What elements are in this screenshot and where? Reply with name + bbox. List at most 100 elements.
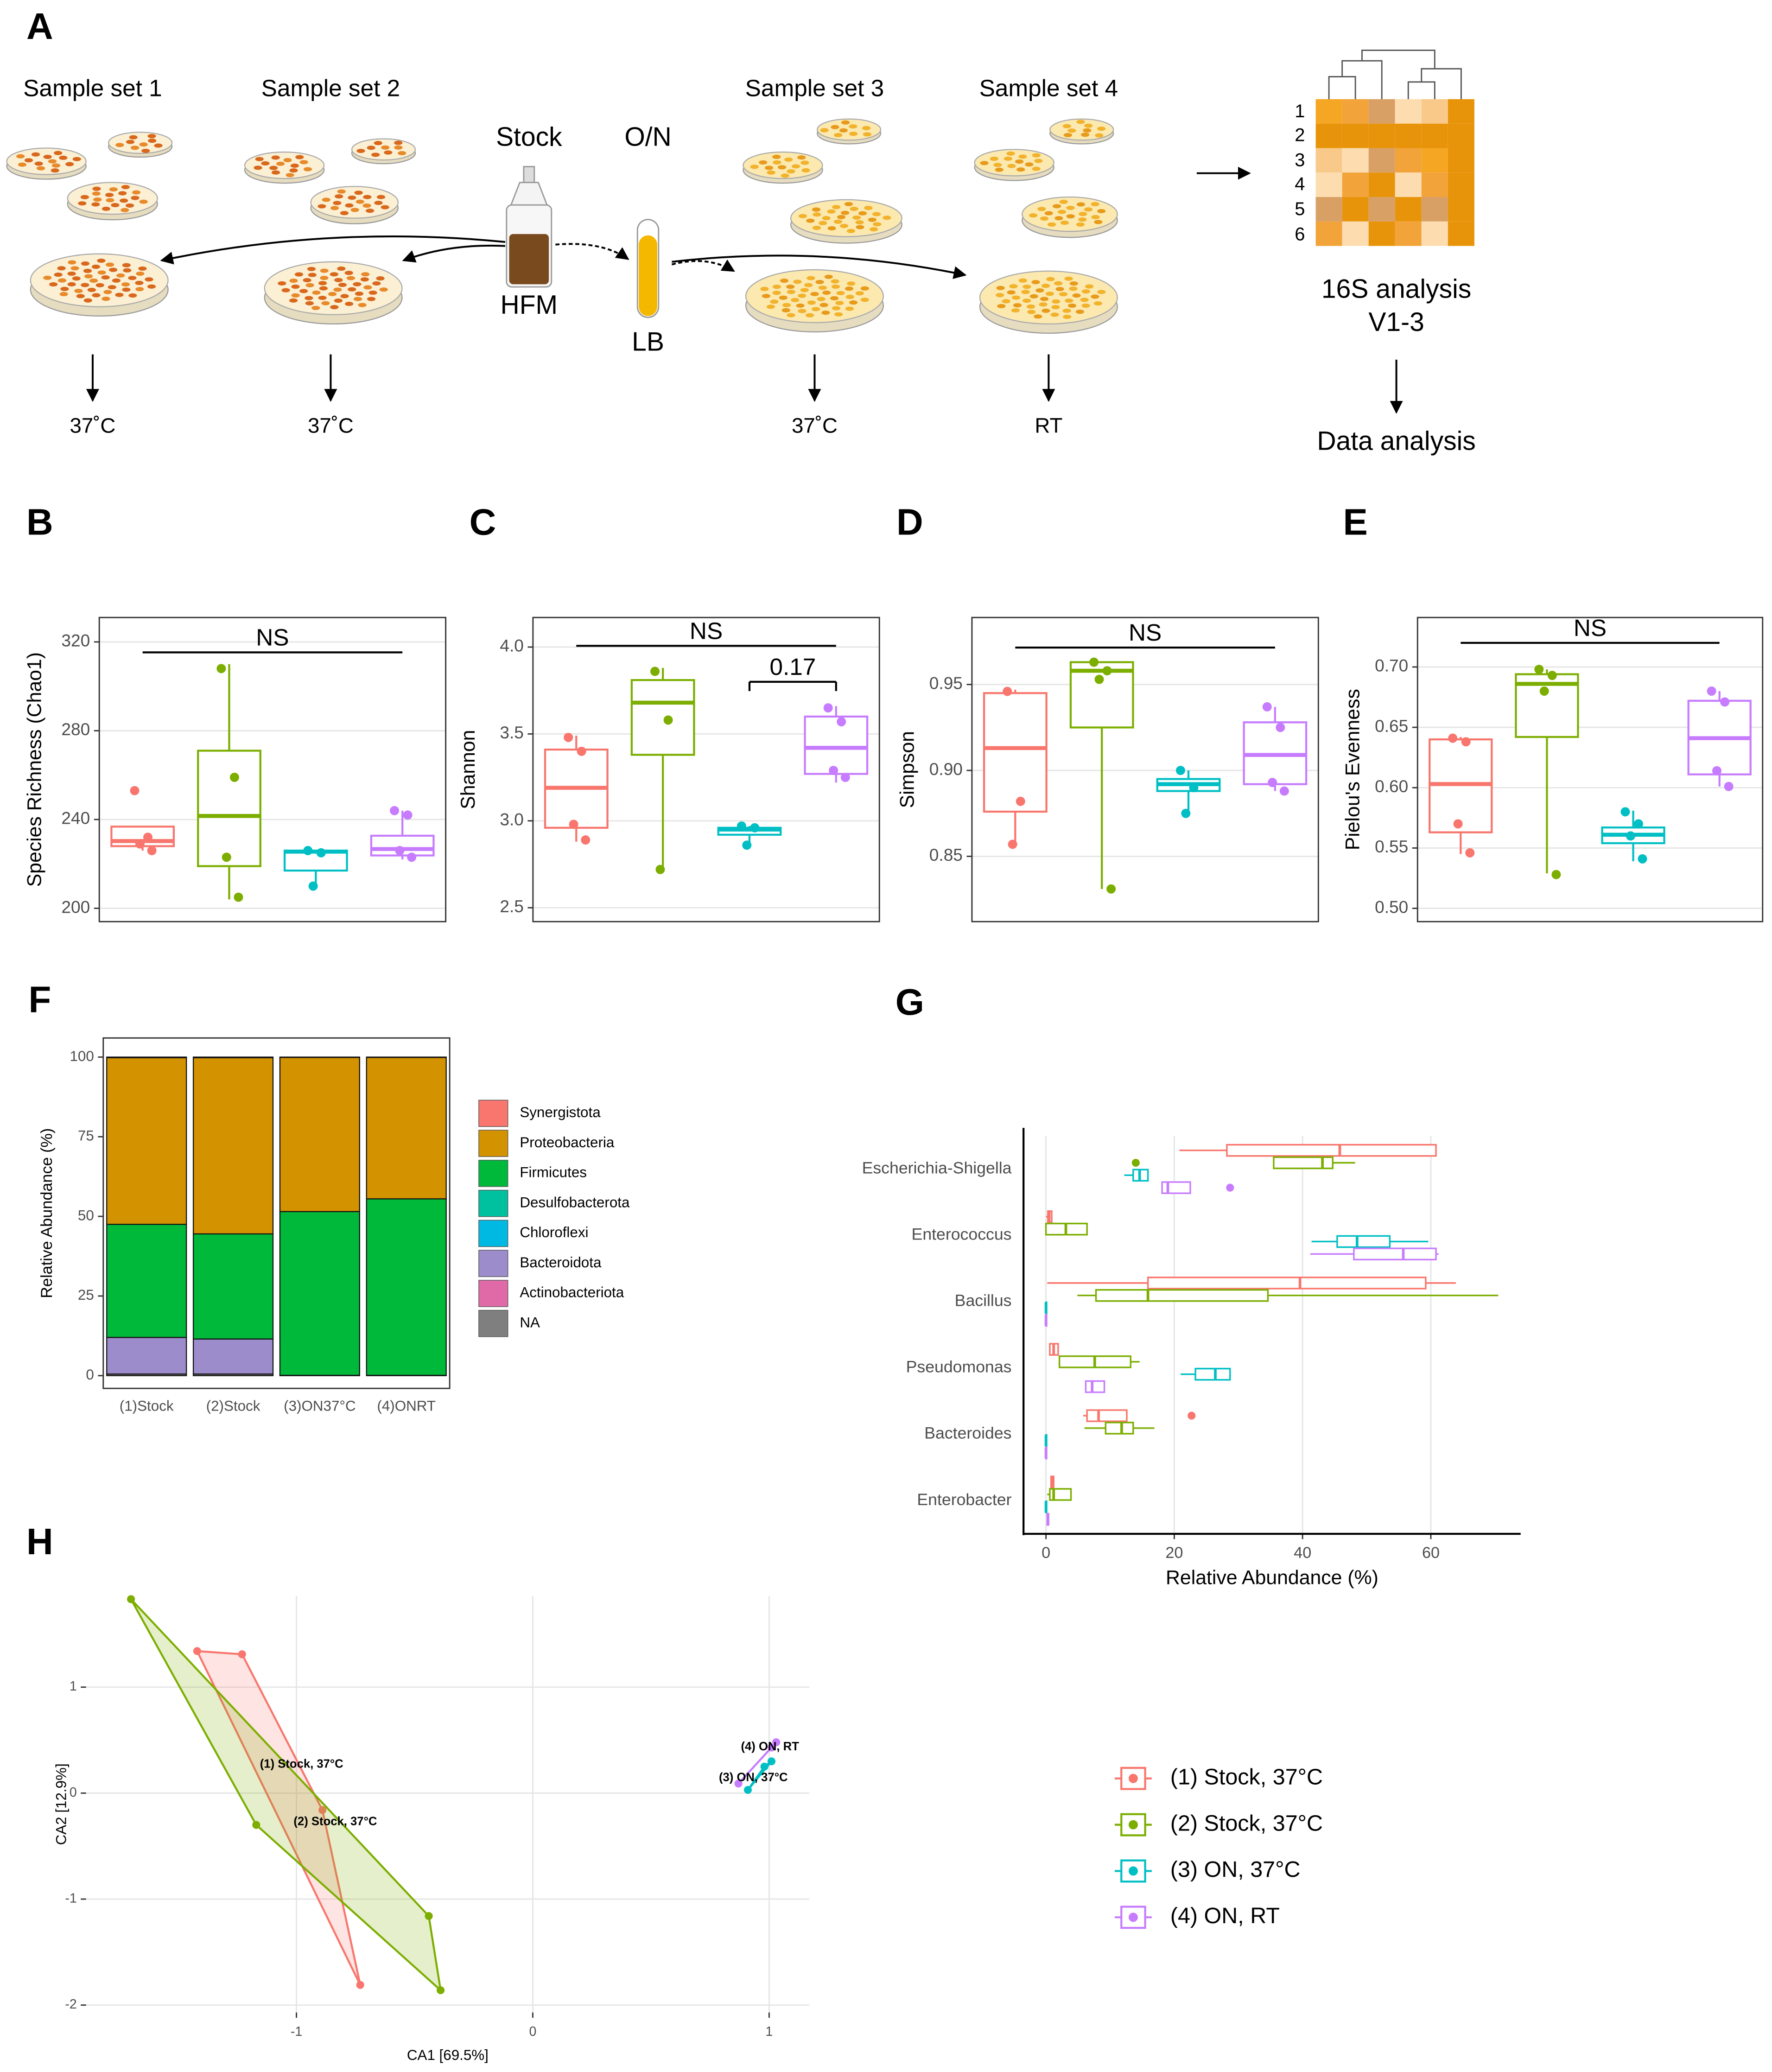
colony xyxy=(128,276,137,280)
data-point xyxy=(767,1743,776,1752)
colony xyxy=(860,286,869,291)
colony xyxy=(320,268,329,273)
colony xyxy=(1026,304,1035,309)
colony xyxy=(128,293,137,298)
legend-key xyxy=(478,1160,508,1187)
data-point xyxy=(318,1806,327,1814)
colony xyxy=(781,173,789,178)
colony xyxy=(345,302,354,306)
colony xyxy=(777,165,787,170)
colony xyxy=(281,288,290,292)
data-point xyxy=(581,835,591,845)
colony xyxy=(779,295,788,300)
legend-key xyxy=(478,1280,508,1307)
panel-label: G xyxy=(896,981,924,1023)
bar-segment xyxy=(106,1057,187,1225)
colony xyxy=(1075,309,1085,314)
arrows xyxy=(86,166,1403,414)
colony xyxy=(123,268,132,273)
colony xyxy=(97,270,106,275)
colony xyxy=(368,290,377,295)
colony xyxy=(841,120,850,125)
colony xyxy=(832,306,841,311)
colony xyxy=(139,142,148,147)
colony xyxy=(271,170,280,175)
bar-segment xyxy=(192,1338,274,1375)
box xyxy=(630,679,695,756)
outlier xyxy=(1131,1158,1140,1167)
colony xyxy=(112,278,121,283)
y-tick-label: 0 xyxy=(70,1785,77,1800)
colony xyxy=(824,274,833,279)
dish xyxy=(6,147,87,175)
colony xyxy=(340,211,349,216)
panel-label: H xyxy=(26,1521,53,1562)
bottle-cap xyxy=(523,165,535,184)
legend-key xyxy=(478,1100,508,1127)
heatmap-cell xyxy=(1368,197,1395,222)
colony xyxy=(130,146,140,150)
colony xyxy=(1053,204,1061,209)
colony xyxy=(810,292,819,296)
box xyxy=(1353,1247,1437,1261)
legend-label: Desulfobacterota xyxy=(520,1194,630,1210)
data-point xyxy=(1008,839,1017,849)
x-tick-label: 60 xyxy=(1422,1544,1440,1562)
data-point xyxy=(1016,796,1025,806)
legend-key-dot xyxy=(1128,1773,1138,1783)
colony xyxy=(1042,308,1050,313)
colony xyxy=(87,287,96,292)
colony xyxy=(103,290,112,294)
y-tick-label: 75 xyxy=(78,1128,94,1144)
colony xyxy=(844,202,853,206)
colony xyxy=(827,226,836,231)
data-point xyxy=(734,1780,743,1788)
heatmap-cell xyxy=(1421,148,1448,173)
colony xyxy=(1069,281,1078,286)
colony xyxy=(261,161,270,166)
colony xyxy=(129,135,138,140)
colony xyxy=(333,201,342,205)
colony xyxy=(338,282,347,287)
colony xyxy=(83,298,92,303)
y-tick-label: 0 xyxy=(86,1367,94,1383)
colony xyxy=(54,273,63,277)
colony xyxy=(1069,286,1078,291)
dish xyxy=(108,132,173,154)
data-point xyxy=(1720,697,1730,707)
data-point xyxy=(760,1762,769,1771)
colony xyxy=(101,275,110,280)
data-point xyxy=(1262,702,1272,712)
colony xyxy=(330,305,339,310)
heatmap-cell xyxy=(1421,221,1448,246)
colony xyxy=(43,154,52,159)
heatmap-cell xyxy=(1315,148,1342,173)
data-point xyxy=(1638,854,1647,864)
colony xyxy=(787,290,795,294)
legend-key xyxy=(478,1309,508,1337)
colony xyxy=(1062,124,1072,128)
panel-label: C xyxy=(470,502,496,543)
colony xyxy=(1062,308,1071,313)
data-point xyxy=(840,773,850,782)
colony xyxy=(330,272,338,277)
y-axis-title: Pielou's Evenness xyxy=(1342,689,1364,850)
colony xyxy=(1084,123,1093,128)
data-point xyxy=(1181,808,1191,818)
colony xyxy=(344,271,353,275)
y-tick-label: 100 xyxy=(70,1048,94,1064)
colony xyxy=(1032,166,1041,171)
data-point xyxy=(135,839,145,849)
colony xyxy=(254,165,262,170)
bar-segment xyxy=(106,1224,187,1338)
colony xyxy=(337,266,346,271)
colony xyxy=(131,196,140,200)
colony xyxy=(120,198,128,203)
y-tick-label: 25 xyxy=(78,1287,94,1303)
colony xyxy=(354,191,363,195)
colony xyxy=(996,286,1005,290)
box xyxy=(1161,1181,1191,1194)
colony xyxy=(791,298,800,302)
colony xyxy=(1018,278,1027,283)
colony xyxy=(1059,292,1068,297)
